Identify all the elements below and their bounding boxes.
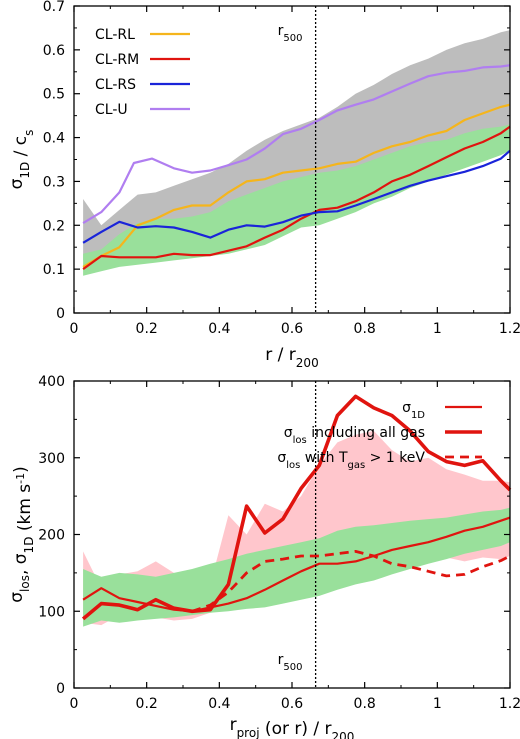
top-legend-label-0: CL-RL: [95, 27, 135, 43]
bot-ytick-label: 400: [38, 374, 65, 390]
top-series-line-1: [82, 125, 511, 270]
top-ytick-label: 0: [56, 306, 65, 322]
bot-legend-label-2: σlos with Tgas > 1 keV: [277, 450, 425, 471]
bottom-lines: [81, 394, 512, 621]
bottom-x-axis-label: rproj (or r) / r200: [230, 715, 355, 739]
bot-legend-label-0: σ1D: [402, 400, 425, 421]
bottom-y-axis-label: σlos, σ1D (km s-1): [7, 466, 36, 603]
top-band-1: [83, 124, 510, 276]
bot-series-line-1: [81, 394, 512, 621]
top-ytick-label: 0.5: [43, 87, 65, 103]
top-legend: CL-RL CL-RM CL-RS CL-U: [95, 27, 190, 118]
bottom-plot-frame: [73, 380, 511, 689]
bot-series-line-2: [191, 550, 511, 613]
top-series-line-3: [82, 64, 511, 225]
top-ytick-label: 0.6: [43, 43, 65, 59]
bot-ytick-label: 300: [38, 451, 65, 467]
bot-xtick-label: 0.8: [354, 696, 376, 712]
top-band-0: [83, 30, 510, 263]
bottom-legend: σ1D σlos including all gas σlos with Tgas …: [277, 400, 482, 471]
bottom-bands: [83, 430, 510, 627]
top-bands: [83, 30, 510, 276]
bot-xtick-label: 0.2: [136, 696, 158, 712]
top-ytick-label: 0.3: [43, 174, 65, 190]
top-y-axis-label: σ1D / cs: [7, 130, 36, 190]
bot-xtick-label: 0: [70, 696, 79, 712]
top-xtick-label: 0: [70, 321, 79, 337]
top-xtick-label: 0.4: [208, 321, 230, 337]
top-xtick-label: 0.2: [136, 321, 158, 337]
top-xtick-label: 1: [433, 321, 442, 337]
bot-ytick-label: 200: [38, 528, 65, 544]
top-ytick-label: 0.1: [43, 262, 65, 278]
bot-series-line-0: [82, 516, 511, 613]
top-legend-label-3: CL-U: [95, 102, 128, 118]
top-ytick-label: 0.4: [43, 131, 65, 147]
top-legend-label-1: CL-RM: [95, 52, 139, 68]
bot-xtick-label: 1: [433, 696, 442, 712]
bot-band-1: [83, 507, 510, 627]
bot-xtick-label: 0.6: [281, 696, 303, 712]
r500-label-bottom: r500: [278, 652, 303, 673]
top-legend-label-2: CL-RS: [95, 77, 136, 93]
bot-legend-label-1: σlos including all gas: [284, 425, 425, 446]
bot-ytick-label: 100: [38, 604, 65, 620]
top-ticks: 0 0.2 0.4 0.6 0.8 1 1.2 0 0.1 0.2 0.3 0.4 0.5 0.6 0.7: [43, 0, 520, 337]
top-xtick-label: 0.8: [354, 321, 376, 337]
top-lines: [82, 64, 511, 270]
top-ytick-label: 0.7: [43, 0, 65, 15]
bot-xtick-label: 1.2: [499, 696, 520, 712]
top-series-line-2: [82, 149, 511, 244]
top-ytick-label: 0.2: [43, 218, 65, 234]
top-series-line-0: [82, 103, 511, 268]
top-xtick-label: 0.6: [281, 321, 303, 337]
top-plot-frame: [73, 5, 511, 314]
bot-ytick-label: 0: [56, 681, 65, 697]
top-xtick-label: 1.2: [499, 321, 520, 337]
top-x-axis-label: r / r200: [265, 345, 318, 370]
bot-band-0: [83, 430, 510, 626]
r500-label-top: r500: [278, 23, 303, 44]
bot-xtick-label: 0.4: [208, 696, 230, 712]
top-panel: r500 0 0.2 0.4 0.6 0.8 1 1.2 0 0.1 0.2 0.3 0.4 0.5 0.…: [7, 0, 520, 370]
